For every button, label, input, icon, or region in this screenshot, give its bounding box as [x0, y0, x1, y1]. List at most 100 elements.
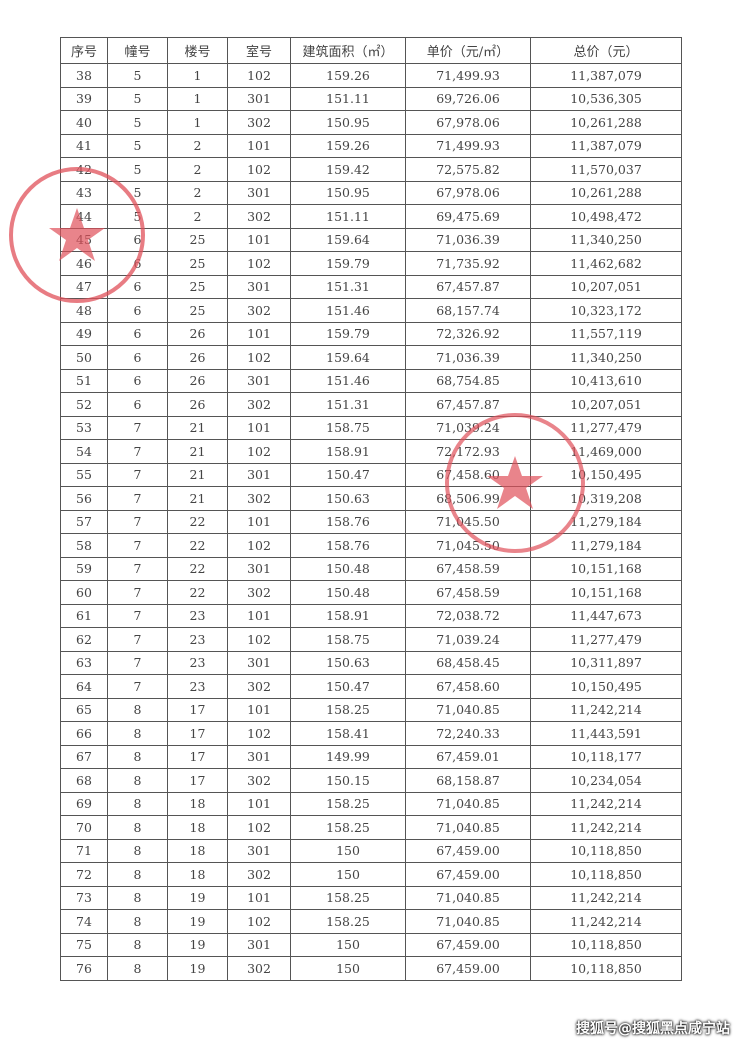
table-row: 53 7 21 101 158.75 71,039.24 11,277,479: [60, 415, 682, 440]
table-cell: 67,458.59: [405, 580, 531, 605]
table-cell: 67,978.06: [405, 110, 531, 135]
table-row: 76 8 19 302 150 67,459.00 10,118,850: [60, 956, 682, 981]
table-cell: 150: [290, 956, 406, 981]
table-cell: 74: [60, 909, 108, 934]
table-row: 52 6 26 302 151.31 67,457.87 10,207,051: [60, 392, 682, 417]
table-cell: 76: [60, 956, 108, 981]
table-cell: 101: [227, 509, 291, 534]
table-cell: 11,277,479: [530, 415, 682, 440]
table-cell: 25: [167, 227, 228, 252]
table-cell: 158.25: [290, 909, 406, 934]
table-cell: 38: [60, 63, 108, 88]
table-cell: 7: [107, 509, 168, 534]
table-cell: 302: [227, 110, 291, 135]
table-cell: 2: [167, 157, 228, 182]
column-header: 序号: [60, 37, 108, 64]
table-cell: 67,457.87: [405, 274, 531, 299]
table-cell: 6: [107, 321, 168, 346]
table-cell: 26: [167, 392, 228, 417]
table-cell: 11,443,591: [530, 721, 682, 746]
table-cell: 102: [227, 533, 291, 558]
table-row: 48 6 25 302 151.46 68,157.74 10,323,172: [60, 298, 682, 323]
table-cell: 71: [60, 838, 108, 863]
table-cell: 10,118,850: [530, 932, 682, 957]
table-cell: 11,469,000: [530, 439, 682, 464]
table-cell: 150: [290, 862, 406, 887]
table-cell: 102: [227, 439, 291, 464]
table-cell: 150.95: [290, 110, 406, 135]
table-cell: 158.76: [290, 509, 406, 534]
table-cell: 159.79: [290, 321, 406, 346]
table-cell: 150.63: [290, 650, 406, 675]
table-cell: 45: [60, 227, 108, 252]
table-cell: 71,040.85: [405, 815, 531, 840]
table-cell: 58: [60, 533, 108, 558]
table-cell: 56: [60, 486, 108, 511]
column-header: 总价（元）: [530, 37, 682, 64]
table-cell: 21: [167, 415, 228, 440]
table-cell: 67: [60, 744, 108, 769]
table-cell: 41: [60, 133, 108, 158]
table-cell: 64: [60, 674, 108, 699]
table-cell: 11,279,184: [530, 509, 682, 534]
table-cell: 68: [60, 768, 108, 793]
watermark: 搜狐号@搜狐黑点咸宁站: [576, 1021, 730, 1037]
table-cell: 23: [167, 603, 228, 628]
table-cell: 68,158.87: [405, 768, 531, 793]
table-cell: 67,459.00: [405, 956, 531, 981]
table-cell: 8: [107, 697, 168, 722]
table-cell: 5: [107, 133, 168, 158]
table-cell: 150: [290, 932, 406, 957]
table-cell: 302: [227, 298, 291, 323]
table-cell: 150: [290, 838, 406, 863]
table-cell: 102: [227, 63, 291, 88]
table-cell: 51: [60, 368, 108, 393]
table-cell: 11,340,250: [530, 227, 682, 252]
table-cell: 150.48: [290, 580, 406, 605]
table-cell: 71,036.39: [405, 227, 531, 252]
table-cell: 149.99: [290, 744, 406, 769]
table-cell: 150.95: [290, 180, 406, 205]
table-cell: 67,458.59: [405, 556, 531, 581]
table-cell: 7: [107, 533, 168, 558]
table-cell: 11,557,119: [530, 321, 682, 346]
table-cell: 10,150,495: [530, 462, 682, 487]
table-cell: 101: [227, 227, 291, 252]
table-cell: 17: [167, 697, 228, 722]
table-cell: 26: [167, 368, 228, 393]
table-cell: 71,040.85: [405, 791, 531, 816]
table-row: 64 7 23 302 150.47 67,458.60 10,150,495: [60, 674, 682, 699]
table-cell: 10,151,168: [530, 580, 682, 605]
table-cell: 48: [60, 298, 108, 323]
table-cell: 301: [227, 368, 291, 393]
table-cell: 65: [60, 697, 108, 722]
table-cell: 8: [107, 721, 168, 746]
table-cell: 62: [60, 627, 108, 652]
table-cell: 23: [167, 650, 228, 675]
table-cell: 67,459.00: [405, 838, 531, 863]
table-cell: 2: [167, 180, 228, 205]
table-row: 40 5 1 302 150.95 67,978.06 10,261,288: [60, 110, 682, 135]
table-cell: 6: [107, 345, 168, 370]
table-cell: 158.25: [290, 815, 406, 840]
table-cell: 26: [167, 345, 228, 370]
table-cell: 302: [227, 486, 291, 511]
table-cell: 10,261,288: [530, 180, 682, 205]
table-cell: 67,457.87: [405, 392, 531, 417]
table-cell: 101: [227, 697, 291, 722]
table-cell: 11,242,214: [530, 697, 682, 722]
column-header: 楼号: [167, 37, 228, 64]
table-cell: 302: [227, 768, 291, 793]
table-cell: 158.41: [290, 721, 406, 746]
table-cell: 7: [107, 650, 168, 675]
table-cell: 18: [167, 838, 228, 863]
table-cell: 10,151,168: [530, 556, 682, 581]
table-row: 75 8 19 301 150 67,459.00 10,118,850: [60, 932, 682, 957]
table-row: 69 8 18 101 158.25 71,040.85 11,242,214: [60, 791, 682, 816]
table-cell: 7: [107, 603, 168, 628]
table-cell: 2: [167, 133, 228, 158]
table-cell: 23: [167, 627, 228, 652]
table-cell: 17: [167, 721, 228, 746]
table-cell: 8: [107, 744, 168, 769]
table-cell: 301: [227, 650, 291, 675]
